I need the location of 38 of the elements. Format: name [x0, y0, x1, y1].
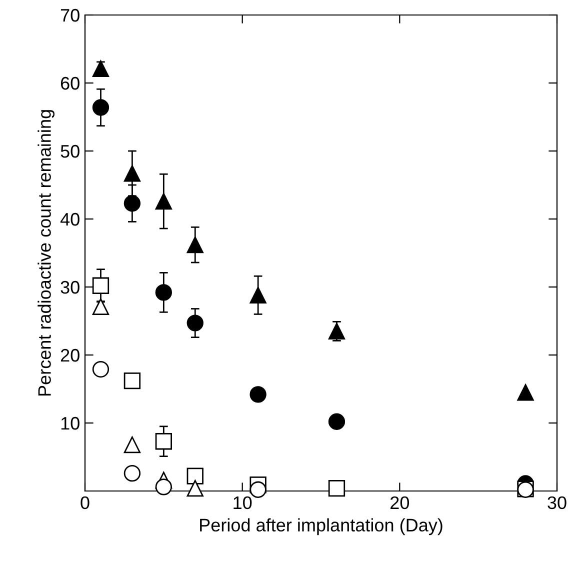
point [186, 236, 204, 254]
point [250, 481, 266, 498]
point [328, 322, 346, 340]
x-tick-label: 20 [390, 496, 410, 510]
point [186, 468, 204, 484]
point [186, 314, 204, 332]
point [124, 165, 141, 182]
point [517, 384, 534, 401]
y-tick-label: 10 [61, 416, 80, 430]
point [155, 478, 172, 496]
point [155, 192, 172, 210]
point [92, 360, 110, 378]
point [124, 372, 141, 390]
point [155, 433, 172, 450]
x-axis-title: Period after implantation (Day) [200, 518, 442, 536]
point [124, 195, 141, 212]
point [92, 60, 110, 78]
x-tick-label: 30 [548, 496, 566, 510]
point [92, 298, 110, 316]
point [92, 99, 110, 116]
y-tick-label: 60 [60, 76, 80, 90]
point [328, 413, 346, 430]
y-tick-label: 20 [60, 348, 80, 362]
point [250, 286, 266, 304]
point [92, 277, 110, 294]
y-axis-title: Percent radioactive count remaining [38, 110, 54, 396]
x-tick-label: 10 [234, 496, 252, 510]
y-tick-label: 30 [60, 280, 80, 294]
point [328, 480, 346, 497]
y-tick-label: 70 [60, 8, 80, 22]
point [155, 284, 172, 301]
x-tick-label: 0 [80, 496, 90, 510]
point [124, 464, 141, 482]
y-tick-label: 40 [60, 212, 80, 226]
point [186, 480, 204, 497]
point [250, 386, 266, 403]
point [124, 436, 141, 454]
y-tick-label: 50 [60, 144, 80, 158]
